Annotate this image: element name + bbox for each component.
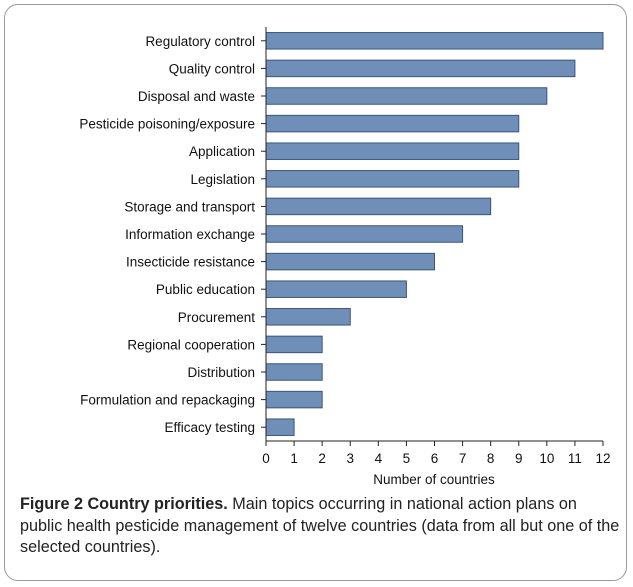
bar — [265, 390, 323, 409]
bar — [265, 308, 351, 326]
category-label: Procurement — [178, 310, 256, 325]
bar — [265, 170, 520, 188]
category-label: Quality control — [169, 61, 255, 76]
caption-text: Main topics occurring in national action… — [20, 495, 620, 556]
category-label: Distribution — [187, 365, 255, 380]
bar — [265, 363, 323, 381]
bar — [265, 142, 520, 160]
caption-title: Country priorities. — [87, 495, 228, 513]
bar — [265, 197, 492, 216]
x-tick-label: 11 — [568, 451, 582, 466]
bar — [265, 280, 407, 298]
x-tick-label: 7 — [459, 451, 467, 466]
category-label: Regulatory control — [145, 34, 255, 49]
category-label: Regional cooperation — [127, 337, 255, 352]
bar — [265, 32, 604, 50]
category-label: Legislation — [190, 172, 255, 187]
x-tick-label: 4 — [375, 451, 383, 466]
bar — [265, 418, 295, 436]
x-tick-label: 5 — [403, 451, 411, 466]
bar — [265, 59, 576, 78]
category-label: Information exchange — [125, 227, 255, 242]
category-label: Public education — [156, 282, 255, 297]
x-tick-label: 6 — [431, 451, 439, 466]
x-tick-label: 12 — [595, 451, 610, 466]
category-label: Disposal and waste — [138, 89, 255, 104]
x-tick-label: 1 — [290, 451, 298, 466]
bar — [265, 225, 464, 243]
category-label: Application — [189, 144, 255, 159]
bar — [265, 252, 435, 271]
category-label: Storage and transport — [124, 199, 255, 214]
bar — [265, 335, 323, 354]
category-label: Insecticide resistance — [126, 255, 255, 270]
figure-caption: Figure 2 Country priorities. Main topics… — [20, 494, 620, 559]
x-tick-label: 8 — [487, 451, 495, 466]
caption-label: Figure 2 — [20, 495, 83, 513]
x-tick-label: 10 — [539, 451, 554, 466]
category-label: Formulation and repackaging — [80, 393, 255, 408]
bar — [265, 87, 548, 105]
x-tick-label: 2 — [318, 451, 326, 466]
x-axis-title: Number of countries — [373, 472, 495, 487]
category-label: Pesticide poisoning/exposure — [79, 117, 255, 132]
bar — [265, 114, 520, 133]
category-label: Efficacy testing — [164, 420, 255, 435]
x-tick-label: 0 — [262, 451, 270, 466]
x-tick-label: 9 — [515, 451, 523, 466]
bar-chart: Number of countries Regulatory control Qu… — [79, 27, 611, 487]
x-tick-label: 3 — [346, 451, 354, 466]
